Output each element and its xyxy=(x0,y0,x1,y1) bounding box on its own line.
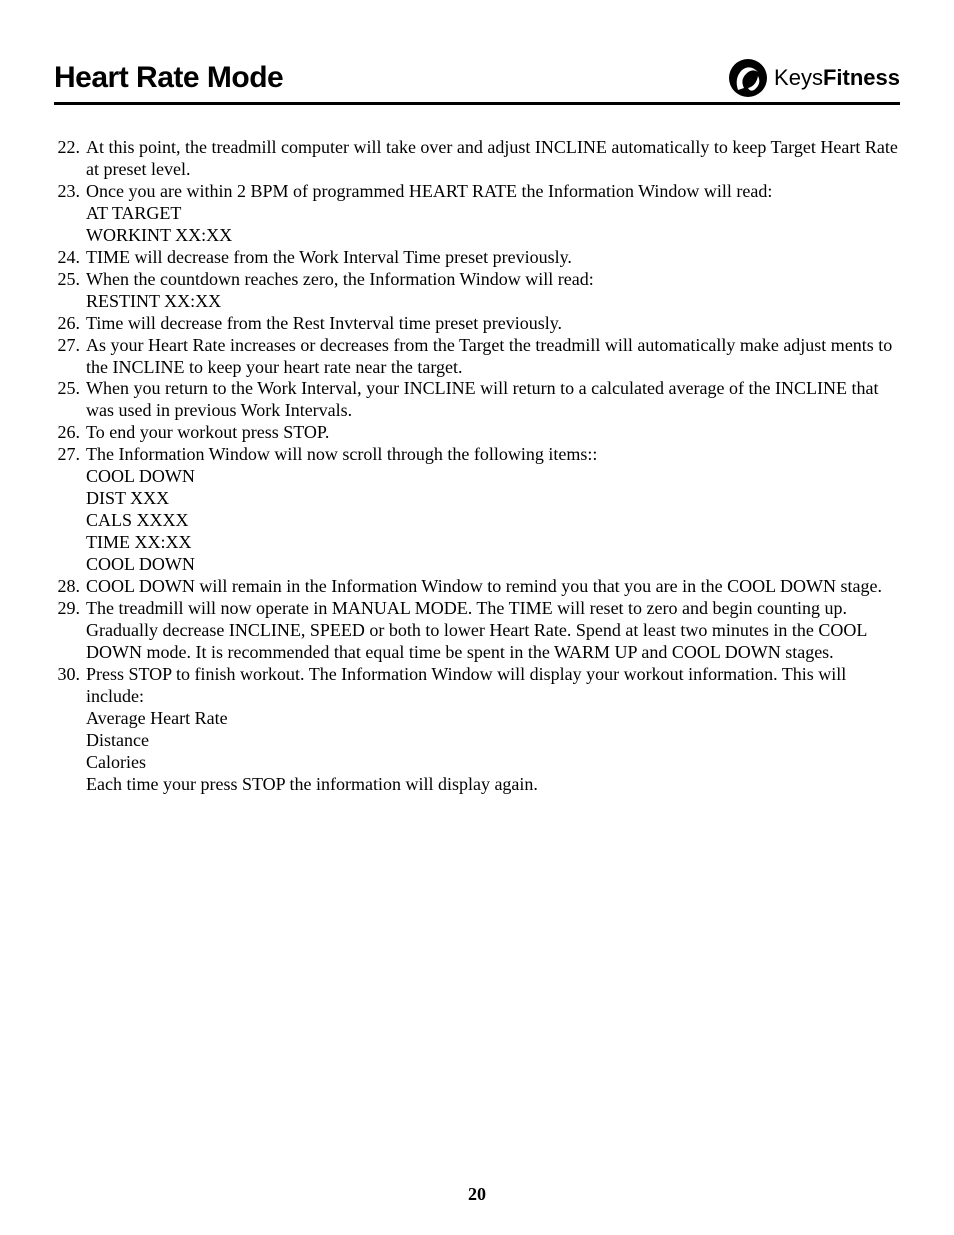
list-item: 24.TIME will decrease from the Work Inte… xyxy=(54,247,900,269)
item-line: COOL DOWN xyxy=(86,466,900,488)
list-item: 30. Press STOP to finish workout. The In… xyxy=(54,664,900,796)
item-line: Average Heart Rate xyxy=(86,708,900,730)
list-item: 23.Once you are within 2 BPM of programm… xyxy=(54,181,900,247)
item-number: 26. xyxy=(54,422,84,444)
item-text: Once you are within 2 BPM of programmed … xyxy=(84,181,900,247)
item-number: 27. xyxy=(54,335,84,379)
page-number: 20 xyxy=(0,1184,954,1205)
logo-text-bold: Fitness xyxy=(823,65,900,90)
item-line: When the countdown reaches zero, the Inf… xyxy=(86,269,900,291)
item-text: At this point, the treadmill computer wi… xyxy=(84,137,900,181)
item-line: At this point, the treadmill computer wi… xyxy=(86,137,900,181)
item-line: AT TARGET xyxy=(86,203,900,225)
item-text: TIME will decrease from the Work Interva… xyxy=(84,247,900,269)
item-number: 25. xyxy=(54,269,84,313)
item-text: When you return to the Work Interval, yo… xyxy=(84,378,900,422)
item-line: Each time your press STOP the informatio… xyxy=(86,774,900,796)
item-number: 25. xyxy=(54,378,84,422)
item-text: The Information Window will now scroll t… xyxy=(84,444,900,576)
list-item: 22.At this point, the treadmill computer… xyxy=(54,137,900,181)
item-line: To end your workout press STOP. xyxy=(86,422,900,444)
item-number: 22. xyxy=(54,137,84,181)
item-line: COOL DOWN xyxy=(86,554,900,576)
item-number: 23. xyxy=(54,181,84,247)
list-item: 27.As your Heart Rate increases or decre… xyxy=(54,335,900,379)
list-item: 27.The Information Window will now scrol… xyxy=(54,444,900,576)
item-text: COOL DOWN will remain in the Information… xyxy=(84,576,900,598)
logo-text-normal: Keys xyxy=(774,65,823,90)
item-line: Time will decrease from the Rest Invterv… xyxy=(86,313,900,335)
item-line: When you return to the Work Interval, yo… xyxy=(86,378,900,422)
page-title: Heart Rate Mode xyxy=(54,61,283,95)
brand-logo: KeysFitness xyxy=(728,58,900,98)
item-text: Time will decrease from the Rest Invterv… xyxy=(84,313,900,335)
item-number: 30. xyxy=(54,664,84,796)
item-line: The Information Window will now scroll t… xyxy=(86,444,900,466)
item-line: The treadmill will now operate in MANUAL… xyxy=(86,598,900,664)
item-line: WORKINT XX:XX xyxy=(86,225,900,247)
item-line: Calories xyxy=(86,752,900,774)
list-item: 29.The treadmill will now operate in MAN… xyxy=(54,598,900,664)
item-text: The treadmill will now operate in MANUAL… xyxy=(84,598,900,664)
item-line: CALS XXXX xyxy=(86,510,900,532)
item-line: COOL DOWN will remain in the Information… xyxy=(86,576,900,598)
item-line: TIME XX:XX xyxy=(86,532,900,554)
logo-text: KeysFitness xyxy=(774,65,900,91)
list-item: 26.To end your workout press STOP. xyxy=(54,422,900,444)
item-text: Press STOP to finish workout. The Inform… xyxy=(84,664,900,796)
list-item: 25.When the countdown reaches zero, the … xyxy=(54,269,900,313)
list-item: 25.When you return to the Work Interval,… xyxy=(54,378,900,422)
item-number: 27. xyxy=(54,444,84,576)
item-line: Distance xyxy=(86,730,900,752)
item-line: RESTINT XX:XX xyxy=(86,291,900,313)
item-number: 24. xyxy=(54,247,84,269)
item-line: TIME will decrease from the Work Interva… xyxy=(86,247,900,269)
item-line: Once you are within 2 BPM of programmed … xyxy=(86,181,900,203)
item-number: 26. xyxy=(54,313,84,335)
item-text: To end your workout press STOP. xyxy=(84,422,900,444)
instruction-list: 22.At this point, the treadmill computer… xyxy=(54,137,900,796)
header: Heart Rate Mode KeysFitness xyxy=(54,58,900,105)
item-text: As your Heart Rate increases or decrease… xyxy=(84,335,900,379)
item-line: As your Heart Rate increases or decrease… xyxy=(86,335,900,379)
list-item: 28.COOL DOWN will remain in the Informat… xyxy=(54,576,900,598)
list-item: 26.Time will decrease from the Rest Invt… xyxy=(54,313,900,335)
item-line: Press STOP to finish workout. The Inform… xyxy=(86,664,900,708)
item-text: When the countdown reaches zero, the Inf… xyxy=(84,269,900,313)
logo-icon xyxy=(728,58,768,98)
item-number: 28. xyxy=(54,576,84,598)
item-line: DIST XXX xyxy=(86,488,900,510)
item-number: 29. xyxy=(54,598,84,664)
